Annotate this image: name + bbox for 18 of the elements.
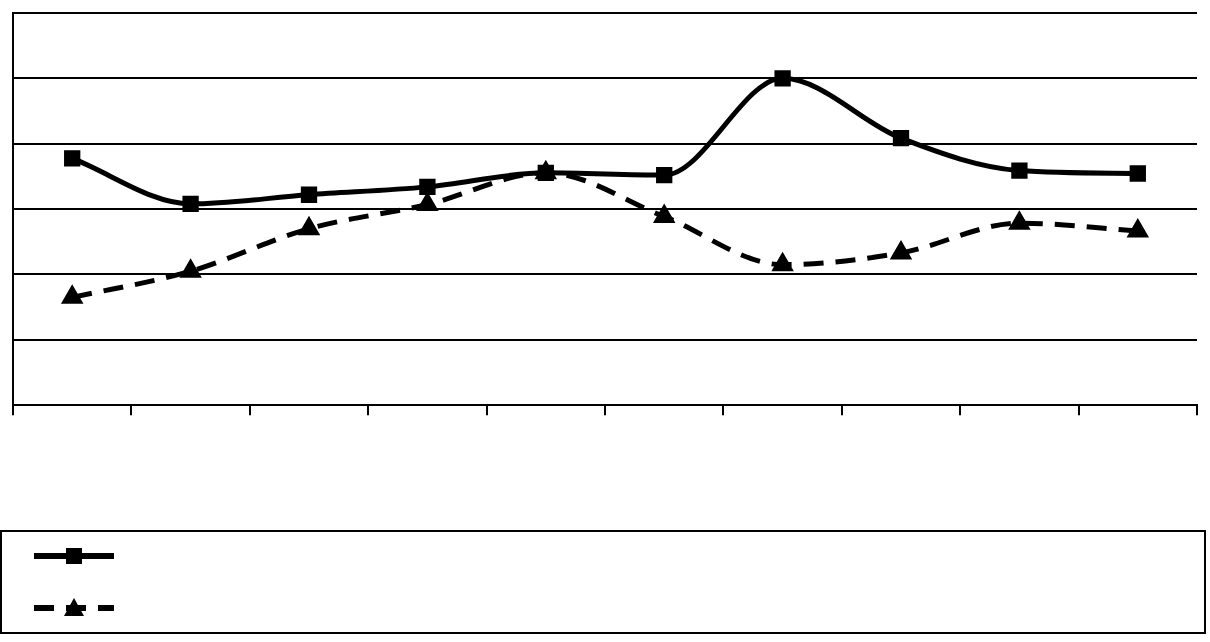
point <box>182 195 199 213</box>
point <box>656 166 673 184</box>
point <box>417 194 437 212</box>
point <box>64 150 81 167</box>
point <box>892 130 910 147</box>
point <box>1009 212 1029 230</box>
point <box>773 254 793 272</box>
point <box>299 218 319 236</box>
point <box>300 186 318 203</box>
point <box>1128 220 1148 238</box>
point <box>654 206 674 224</box>
point <box>62 286 82 304</box>
point <box>181 260 201 278</box>
point <box>1011 162 1028 179</box>
point <box>774 70 791 87</box>
point <box>419 178 436 196</box>
point <box>1129 165 1146 182</box>
point <box>891 242 911 260</box>
